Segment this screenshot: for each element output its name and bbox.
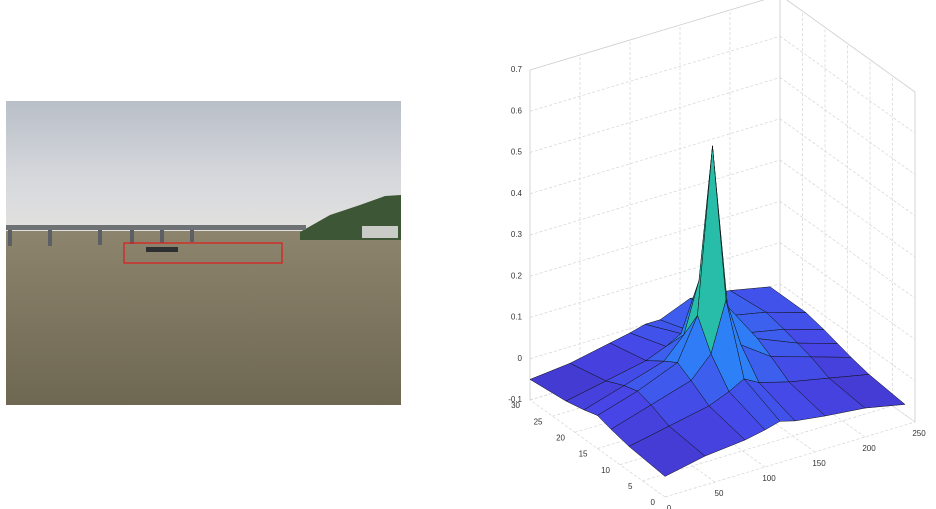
- x-tick-label: 200: [862, 444, 876, 453]
- x-tick-label: 50: [715, 489, 724, 498]
- x-tick-label: 100: [762, 474, 776, 483]
- y-tick-label: 5: [628, 482, 633, 491]
- z-tick-label: 0.6: [511, 106, 523, 115]
- z-tick-label: 0.3: [511, 230, 523, 239]
- y-grid-line: [664, 421, 916, 498]
- z-grid-line: [529, 118, 781, 195]
- y-tick-label: 15: [579, 450, 588, 459]
- z-tick-label: 0.5: [511, 148, 523, 157]
- photo: [6, 101, 401, 405]
- surface-plot: -0.100.10.20.30.40.50.60.705010015020025…: [508, 0, 926, 509]
- y-tick-label: 20: [556, 433, 565, 442]
- z-grid-line: [529, 0, 765, 71]
- z-grid-line: [779, 35, 916, 134]
- y-tick-label: 25: [534, 417, 543, 426]
- x-grid-line: [629, 369, 766, 468]
- x-grid-line: [729, 339, 866, 438]
- target-box: [123, 242, 283, 264]
- z-tick-label: -0.1: [508, 395, 522, 404]
- sky: [6, 101, 401, 231]
- box-edge: [529, 0, 765, 71]
- x-tick-label: 0: [667, 504, 672, 509]
- z-grid-line: [786, 0, 916, 93]
- x-tick-label: 250: [912, 429, 926, 438]
- bridge-piers: [8, 230, 194, 246]
- boat: [146, 247, 178, 252]
- z-grid-line: [529, 159, 781, 236]
- water: [6, 231, 401, 405]
- z-tick-label: 0: [518, 354, 523, 363]
- z-grid-line: [529, 242, 781, 318]
- z-tick-label: 0.1: [511, 313, 523, 322]
- y-tick-label: 30: [511, 401, 520, 410]
- z-tick-label: 0.4: [511, 189, 523, 198]
- y-tick-label: 0: [651, 498, 656, 507]
- x-tick-label: 150: [812, 459, 826, 468]
- bridge-deck: [6, 225, 306, 230]
- z-grid-line: [529, 35, 781, 112]
- z-grid-line: [529, 77, 781, 153]
- y-tick-label: 10: [601, 466, 610, 475]
- y-grid-line: [642, 405, 893, 482]
- z-grid-line: [529, 200, 781, 277]
- z-tick-label: 0.7: [511, 65, 523, 74]
- building: [362, 226, 398, 238]
- z-grid-line: [779, 200, 916, 299]
- surface-patch: [628, 425, 706, 477]
- z-tick-label: 0.2: [511, 271, 523, 280]
